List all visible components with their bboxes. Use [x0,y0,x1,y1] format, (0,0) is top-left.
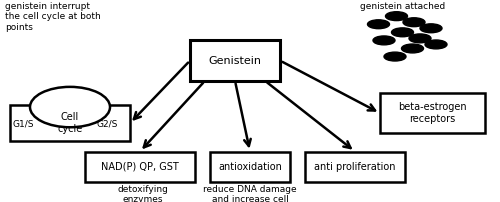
Circle shape [373,36,395,45]
Circle shape [402,44,423,53]
Circle shape [420,24,442,33]
FancyBboxPatch shape [305,152,405,182]
FancyBboxPatch shape [380,93,485,133]
Text: detoxifying
enzymes: detoxifying enzymes [117,185,168,202]
FancyBboxPatch shape [10,105,130,141]
FancyBboxPatch shape [190,40,280,81]
Text: reduce DNA damage
and increase cell
immunity: reduce DNA damage and increase cell immu… [203,185,297,202]
FancyBboxPatch shape [210,152,290,182]
Circle shape [368,20,390,29]
Text: Genistein: Genistein [208,56,262,66]
Text: anti proliferation: anti proliferation [314,162,396,172]
Text: genistein attached: genistein attached [360,2,446,11]
Text: antioxidation: antioxidation [218,162,282,172]
Circle shape [386,12,407,21]
Circle shape [384,52,406,61]
Circle shape [409,34,431,43]
Text: NAD(P) QP, GST: NAD(P) QP, GST [101,162,179,172]
Text: G2/S: G2/S [96,120,118,129]
Circle shape [425,40,447,49]
Circle shape [392,28,413,37]
Ellipse shape [30,87,110,127]
Circle shape [403,18,425,27]
Text: beta-estrogen
receptors: beta-estrogen receptors [398,102,467,124]
Text: Cell
cycle: Cell cycle [58,113,82,134]
Text: G1/S: G1/S [12,120,34,129]
FancyBboxPatch shape [85,152,195,182]
Text: genistein interrupt
the cell cycle at both
points: genistein interrupt the cell cycle at bo… [5,2,101,32]
